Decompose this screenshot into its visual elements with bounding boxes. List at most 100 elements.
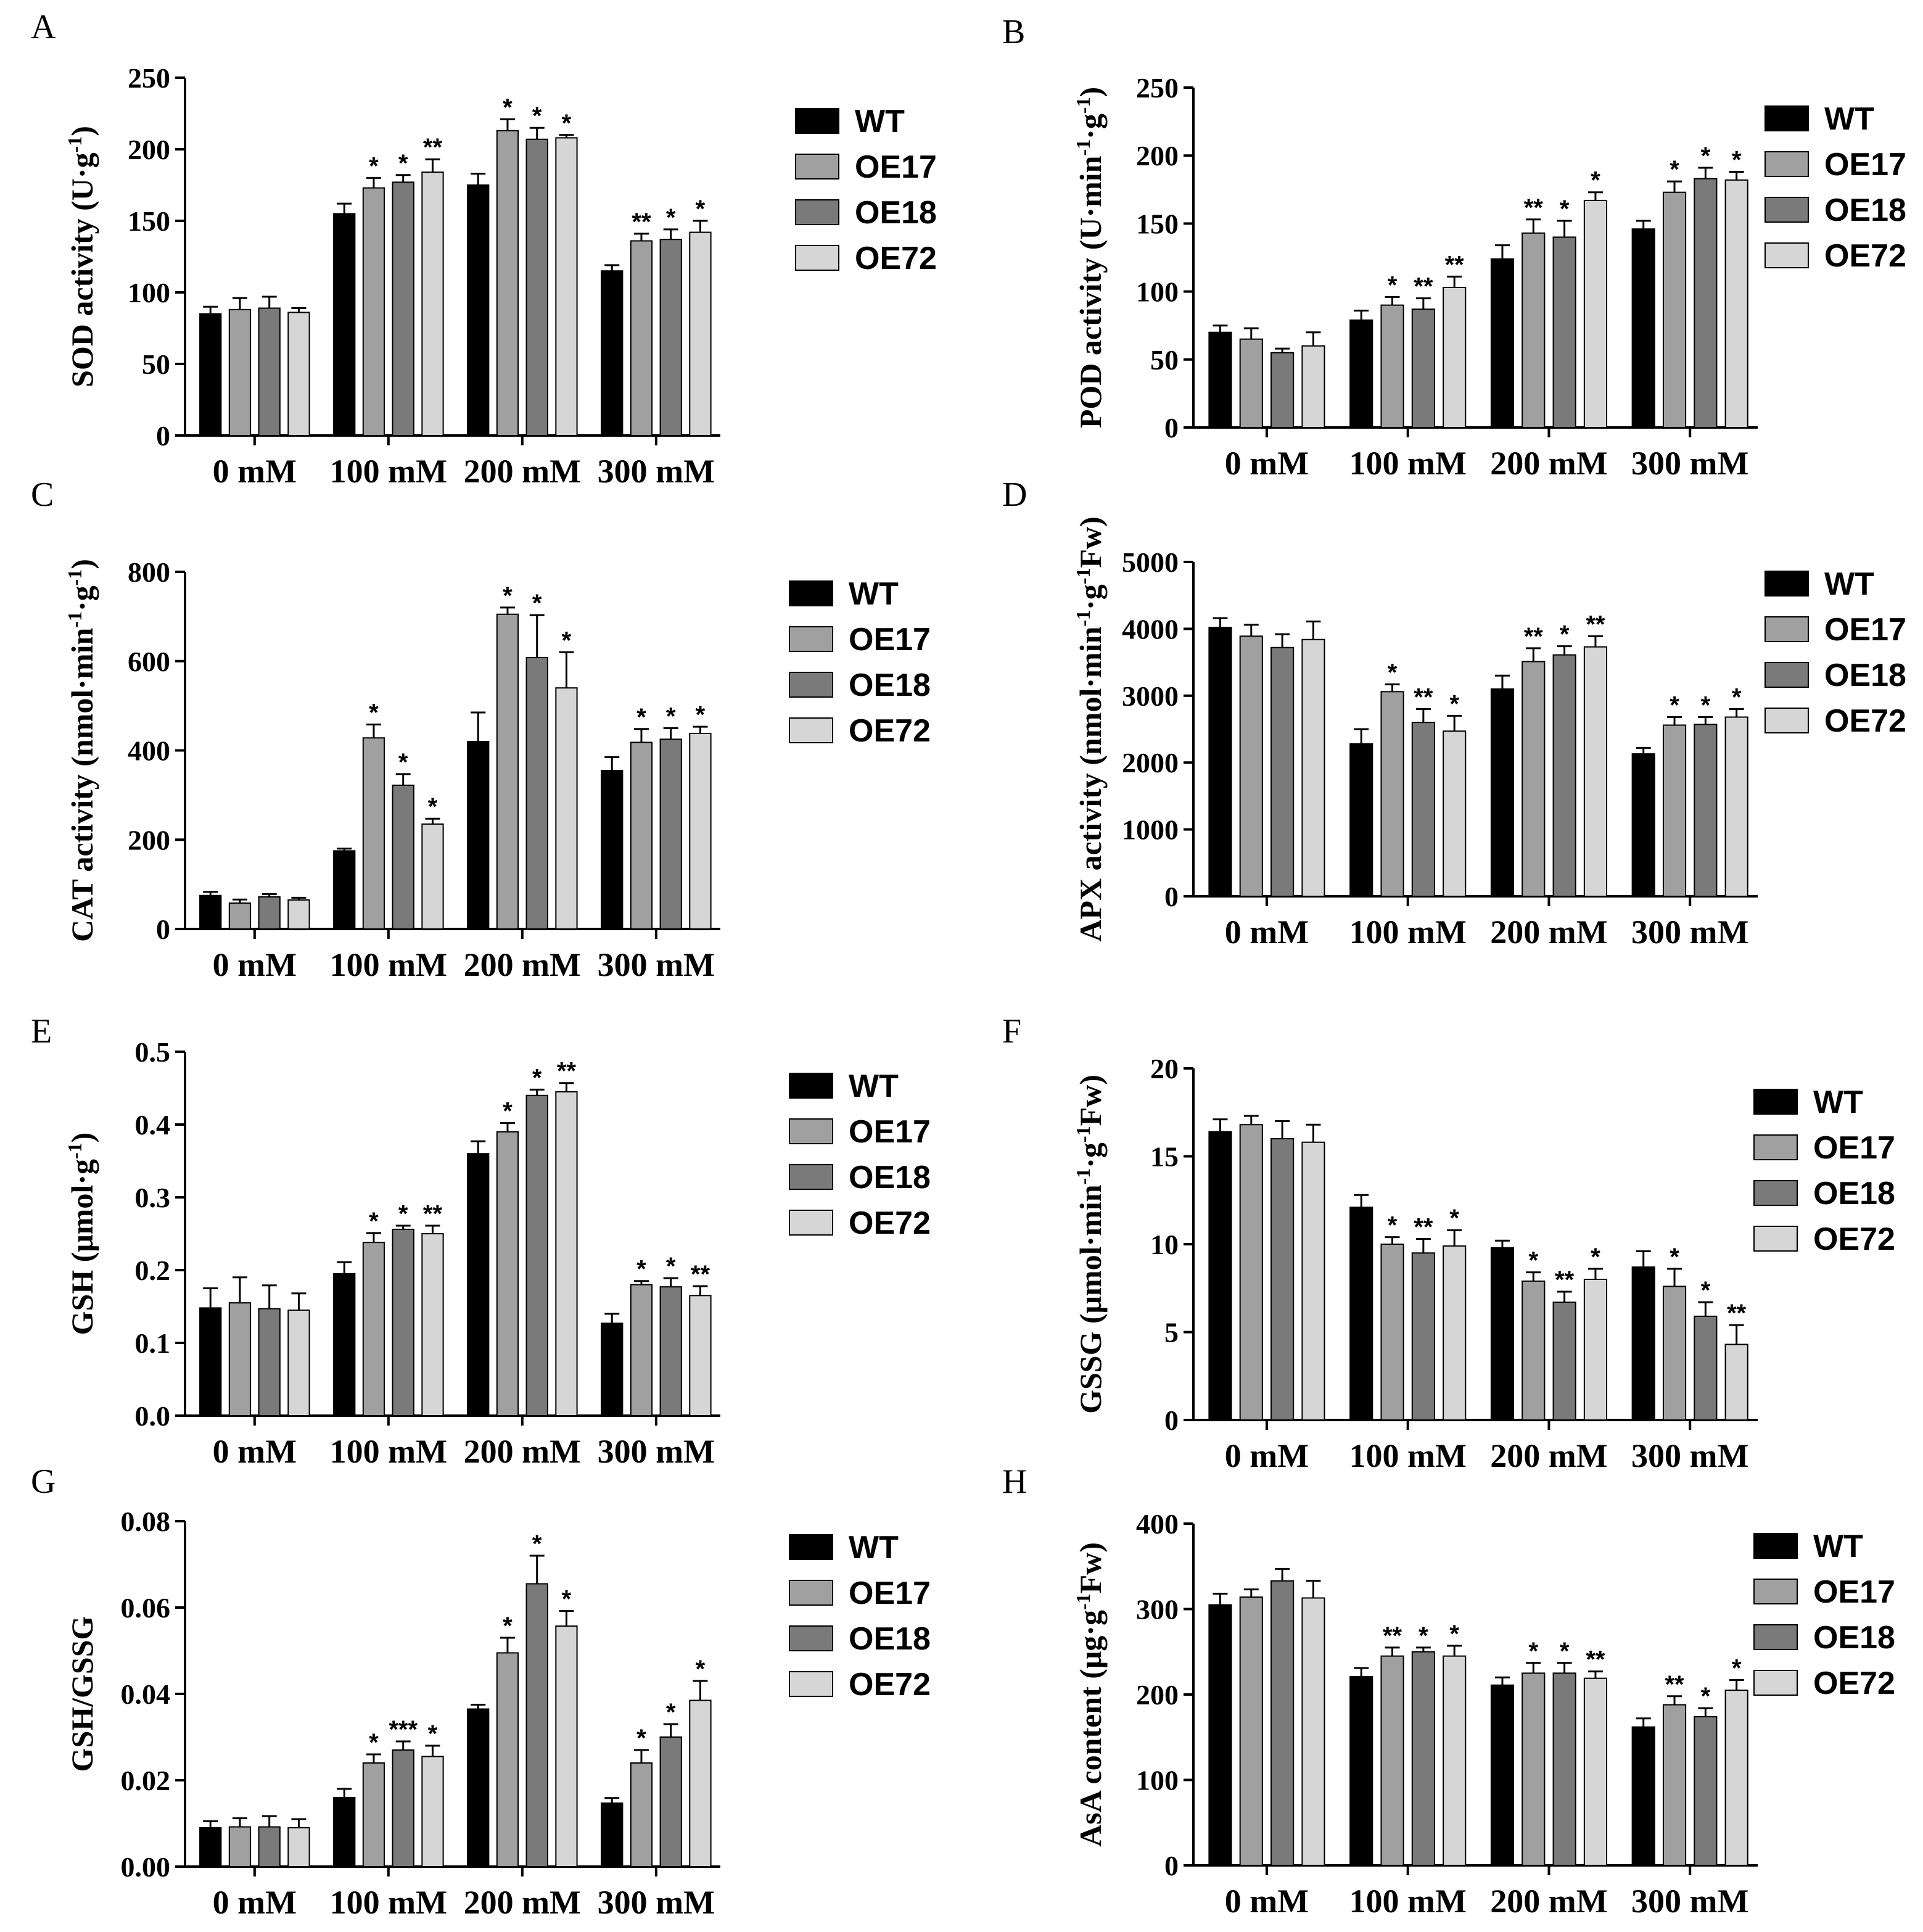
bar-oe72 <box>1724 1344 1748 1421</box>
significance-marker: * <box>369 1729 379 1756</box>
legend-swatch-oe18 <box>789 672 833 698</box>
bar-oe72 <box>421 1233 444 1416</box>
legend-swatch-oe18 <box>789 1164 833 1190</box>
significance-marker: * <box>1701 1683 1711 1710</box>
chart-panel-h: H 0 100 200 300 400 AsA content (μg·g-1Fw) 0 mM… <box>1002 1463 1895 1920</box>
bar-oe72 <box>1724 716 1748 898</box>
x-tick-label: 100 mM <box>330 453 447 490</box>
legend-label-oe18: OE18 <box>1824 658 1906 693</box>
bar-wt <box>333 850 356 930</box>
significance-marker: * <box>428 793 438 820</box>
significance-marker: * <box>532 1064 542 1091</box>
y-tick-label: 0 <box>156 420 170 452</box>
significance-marker: * <box>369 152 379 180</box>
bar-oe72 <box>1443 286 1467 428</box>
bar-oe18 <box>659 1736 682 1867</box>
significance-marker: * <box>666 703 676 730</box>
significance-marker: ** <box>1414 273 1433 300</box>
panel-letter: F <box>1002 1012 1021 1051</box>
legend-label-oe18: OE18 <box>855 195 937 231</box>
legend-label-oe17: OE17 <box>849 622 931 658</box>
legend-swatch-oe72 <box>1753 1226 1798 1252</box>
x-tick-label: 200 mM <box>1490 1437 1607 1474</box>
legend-label-oe17: OE17 <box>1824 612 1906 648</box>
legend-label-oe72: OE72 <box>1824 238 1906 274</box>
y-tick-label: 0.0 <box>135 1400 171 1432</box>
significance-marker: * <box>1388 1212 1398 1239</box>
x-tick-label: 100 mM <box>1349 1883 1466 1920</box>
bar-oe17 <box>1239 338 1263 428</box>
significance-marker: * <box>1419 1622 1428 1649</box>
bar-wt <box>1349 319 1373 428</box>
legend-label-oe18: OE18 <box>1813 1620 1895 1656</box>
bar-oe17 <box>1662 191 1687 428</box>
bar-oe72 <box>421 823 444 930</box>
legend-swatch-wt <box>789 1534 833 1560</box>
bar-oe18 <box>1694 1315 1718 1421</box>
significance-marker: * <box>696 196 706 223</box>
bar-oe18 <box>659 239 682 436</box>
bar-oe18 <box>258 307 281 436</box>
bar-wt <box>1490 1684 1515 1866</box>
x-tick-label: 300 mM <box>1631 1883 1748 1920</box>
bar-oe17 <box>1662 1286 1687 1421</box>
x-tick-label: 300 mM <box>598 1884 715 1921</box>
legend-label-wt: WT <box>855 104 905 139</box>
significance-marker: * <box>1449 690 1459 717</box>
y-tick-label: 2000 <box>1122 747 1179 778</box>
x-tick-label: 300 mM <box>1631 445 1748 482</box>
y-tick-label: 200 <box>1136 1679 1179 1711</box>
bar-oe17 <box>630 741 653 930</box>
legend-swatch-oe72 <box>789 717 833 743</box>
bar-wt <box>1208 627 1232 897</box>
x-tick-label: 0 mM <box>213 1884 297 1921</box>
y-tick-label: 4000 <box>1122 613 1179 645</box>
significance-marker: * <box>1732 1654 1742 1682</box>
legend-label-oe17: OE17 <box>855 149 937 185</box>
bar-wt <box>1490 688 1515 897</box>
y-tick-label: 250 <box>128 62 170 94</box>
bar-oe72 <box>689 1699 712 1867</box>
y-tick-label: 0 <box>1164 412 1179 444</box>
bar-oe17 <box>1662 1704 1687 1867</box>
y-tick-label: 0.5 <box>135 1036 171 1068</box>
x-tick-label: 200 mM <box>464 453 581 490</box>
significance-marker: * <box>696 1656 706 1683</box>
significance-marker: * <box>369 700 379 727</box>
bar-wt <box>467 741 490 930</box>
panel-letter: C <box>31 476 54 514</box>
significance-marker: ** <box>1414 683 1433 711</box>
panel-letter: B <box>1002 13 1025 51</box>
bar-oe18 <box>525 1094 548 1417</box>
legend-label-wt: WT <box>849 1068 899 1104</box>
legend-label-oe18: OE18 <box>1824 192 1906 228</box>
bar-wt <box>199 313 222 436</box>
x-tick-label: 0 mM <box>1225 1437 1309 1474</box>
significance-marker: *** <box>389 1716 418 1743</box>
legend-swatch-wt <box>1753 1533 1798 1559</box>
bar-oe72 <box>555 137 578 436</box>
chart-panel-d: D 0 1000 2000 3000 4000 5000 APX activity (nmol… <box>1002 476 1906 951</box>
y-tick-label: 200 <box>1136 140 1179 171</box>
significance-marker: * <box>503 1612 513 1640</box>
legend-label-oe18: OE18 <box>849 1621 931 1657</box>
y-tick-label: 0.08 <box>121 1506 171 1537</box>
significance-marker: * <box>666 1699 676 1726</box>
significance-marker: * <box>503 582 513 609</box>
bar-oe18 <box>1552 1302 1576 1421</box>
legend-swatch-oe18 <box>1764 197 1809 223</box>
bar-oe17 <box>1380 1244 1404 1421</box>
legend-swatch-oe17 <box>1764 616 1809 642</box>
significance-marker: * <box>1732 147 1742 174</box>
legend-label-wt: WT <box>849 576 899 612</box>
x-tick-label: 200 mM <box>1490 445 1607 482</box>
bar-oe18 <box>1411 1651 1435 1866</box>
y-tick-label: 50 <box>142 349 170 380</box>
y-tick-label: 1000 <box>1122 814 1179 846</box>
legend-label-oe72: OE72 <box>1813 1666 1895 1701</box>
bar-oe17 <box>228 1302 252 1417</box>
significance-marker: * <box>636 1256 646 1283</box>
y-tick-label: 0.1 <box>135 1327 171 1359</box>
significance-marker: * <box>369 1208 379 1235</box>
